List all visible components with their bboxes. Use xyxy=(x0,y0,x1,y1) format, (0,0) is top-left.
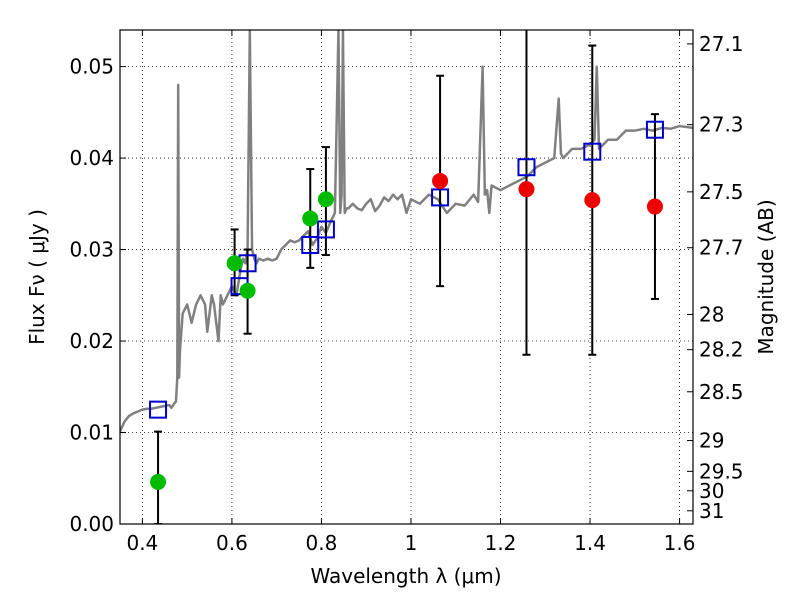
right-tick-label: 27.1 xyxy=(699,32,744,56)
right-tick-label: 30 xyxy=(699,479,724,503)
observed-flux-marker xyxy=(317,191,334,208)
right-tick-label: 28.5 xyxy=(699,380,744,404)
model-flux-marker xyxy=(149,400,168,419)
grid-lines xyxy=(120,30,693,525)
right-tick-label: 29.5 xyxy=(699,459,744,483)
model-flux-marker xyxy=(431,188,450,207)
y-tick-label: 0.05 xyxy=(69,55,114,79)
y-tick-label: 0.02 xyxy=(69,329,114,353)
right-tick-label: 27.7 xyxy=(699,236,744,260)
x-tick-label: 1.4 xyxy=(574,531,606,555)
right-tick-label: 27.5 xyxy=(699,180,744,204)
right-tick-label: 29 xyxy=(699,429,724,453)
plot-frame xyxy=(119,29,694,525)
observed-flux-marker xyxy=(432,172,449,189)
ticks: 0.4 0.6 0.8 1 1.2 1.4 1.6 0.00 0.01 0.02 0.03 0.04 0… xyxy=(69,30,744,555)
observed-flux-marker xyxy=(646,198,663,215)
x-tick-label: 1.2 xyxy=(485,531,517,555)
model-flux-marker xyxy=(301,235,320,254)
observed-flux-marker xyxy=(150,473,167,490)
y-tick-label: 0.01 xyxy=(69,421,114,445)
model-flux-marker xyxy=(583,142,602,161)
observed-flux-marker xyxy=(226,255,243,272)
y-tick-label: 0.03 xyxy=(69,238,114,262)
observed-flux-marker xyxy=(584,192,601,209)
x-tick-label: 0.6 xyxy=(216,531,248,555)
right-tick-label: 28 xyxy=(699,302,724,326)
observed-flux-marker xyxy=(239,282,256,299)
right-tick-label: 31 xyxy=(699,499,724,523)
x-tick-label: 1.6 xyxy=(664,531,696,555)
x-axis-label: Wavelength λ (μm) xyxy=(310,564,501,588)
y-tick-label: 0.00 xyxy=(69,512,114,536)
right-axis-label: Magnitude (AB) xyxy=(754,199,778,354)
spectrum-line xyxy=(120,30,693,433)
x-tick-label: 1 xyxy=(405,531,418,555)
x-tick-label: 0.8 xyxy=(306,531,338,555)
observed-flux-marker xyxy=(302,210,319,227)
observed-flux-marker xyxy=(518,181,535,198)
right-tick-label: 28.2 xyxy=(699,338,744,362)
model-flux-marker xyxy=(645,120,664,139)
model-flux-marker xyxy=(316,220,335,239)
plot-area xyxy=(120,30,693,524)
model-flux-marker xyxy=(517,158,536,177)
right-tick-label: 27.3 xyxy=(699,113,744,137)
y-tick-label: 0.04 xyxy=(69,146,114,170)
axes xyxy=(119,29,694,525)
y-axis-label: Flux Fν ( μJy ) xyxy=(25,209,49,345)
x-tick-label: 0.4 xyxy=(126,531,158,555)
